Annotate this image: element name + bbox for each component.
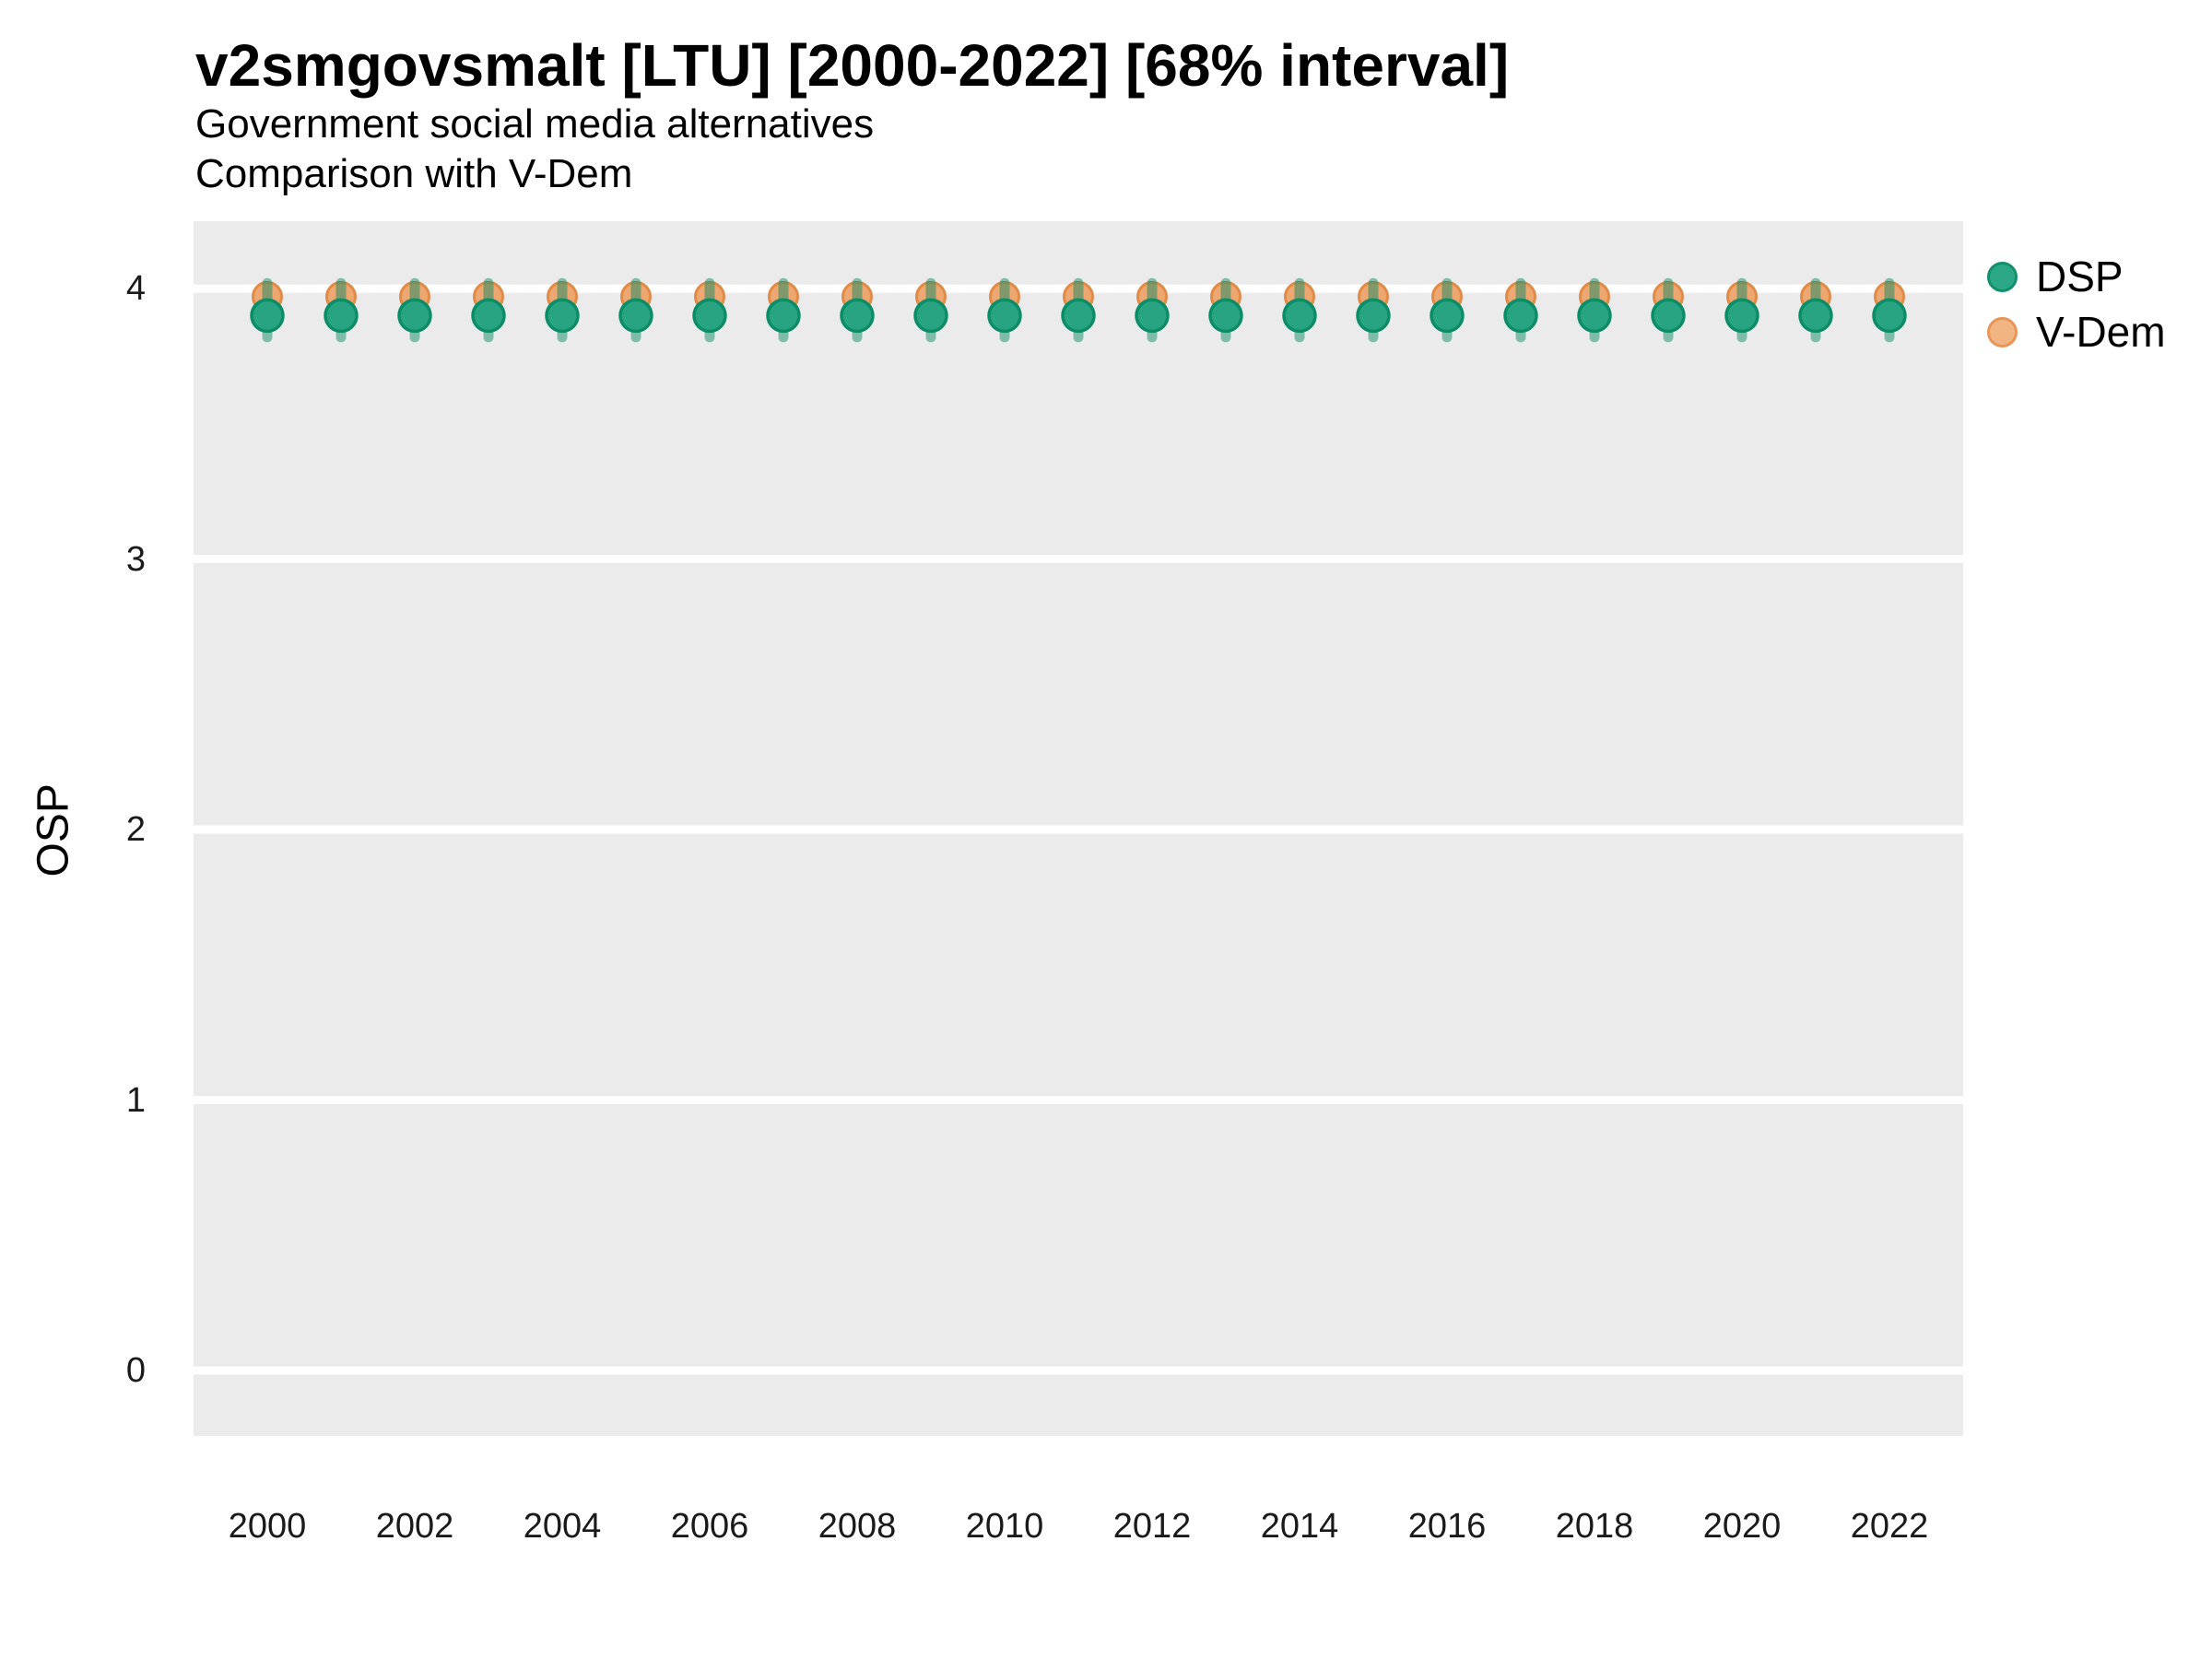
data-point-dsp-2012 bbox=[1135, 298, 1170, 334]
x-tick-label-2016: 2016 bbox=[1407, 1507, 1487, 1546]
data-point-dsp-2015 bbox=[1356, 298, 1391, 334]
legend-label-vdem: V-Dem bbox=[2036, 308, 2166, 356]
x-tick-label-2012: 2012 bbox=[1112, 1507, 1192, 1546]
x-tick-label-2000: 2000 bbox=[228, 1507, 307, 1546]
plot-panel bbox=[194, 221, 1963, 1436]
x-tick-label-2010: 2010 bbox=[965, 1507, 1044, 1546]
data-point-dsp-2004 bbox=[545, 298, 580, 334]
data-point-dsp-2003 bbox=[471, 298, 506, 334]
data-point-dsp-2008 bbox=[840, 298, 875, 334]
data-point-dsp-2016 bbox=[1430, 298, 1465, 334]
y-tick-label-1: 1 bbox=[125, 1080, 146, 1120]
data-point-dsp-2007 bbox=[766, 298, 801, 334]
x-tick-label-2004: 2004 bbox=[523, 1507, 602, 1546]
x-tick-label-2018: 2018 bbox=[1555, 1507, 1634, 1546]
data-point-dsp-2019 bbox=[1651, 298, 1686, 334]
data-point-dsp-2020 bbox=[1724, 298, 1759, 334]
plot-canvas bbox=[194, 277, 1963, 1375]
data-point-dsp-2009 bbox=[913, 298, 948, 334]
data-point-dsp-2010 bbox=[987, 298, 1022, 334]
y-tick-label-3: 3 bbox=[125, 539, 146, 579]
legend-swatch-dsp-icon bbox=[1987, 261, 2018, 292]
legend-swatch-vdem-icon bbox=[1987, 316, 2018, 347]
x-tick-label-2008: 2008 bbox=[818, 1507, 897, 1546]
data-point-dsp-2017 bbox=[1503, 298, 1538, 334]
chart-title: v2smgovsmalt [LTU] [2000-2022] [68% inte… bbox=[195, 32, 1510, 99]
x-tick-label-2014: 2014 bbox=[1260, 1507, 1339, 1546]
data-point-dsp-2011 bbox=[1061, 298, 1096, 334]
chart-subtitle-line2: Comparison with V-Dem bbox=[195, 151, 633, 196]
data-point-dsp-2006 bbox=[692, 298, 727, 334]
data-point-dsp-2022 bbox=[1872, 298, 1907, 334]
data-point-dsp-2001 bbox=[324, 298, 359, 334]
legend-item-dsp: DSP bbox=[1987, 253, 2166, 300]
data-point-dsp-2000 bbox=[250, 298, 285, 334]
data-point-dsp-2021 bbox=[1798, 298, 1833, 334]
y-tick-label-4: 4 bbox=[125, 269, 146, 309]
y-tick-label-2: 2 bbox=[125, 810, 146, 850]
legend-item-vdem: V-Dem bbox=[1987, 308, 2166, 356]
legend: DSP V-Dem bbox=[1987, 253, 2166, 356]
data-point-dsp-2002 bbox=[397, 298, 432, 334]
y-tick-label-0: 0 bbox=[125, 1350, 146, 1390]
x-tick-label-2022: 2022 bbox=[1850, 1507, 1929, 1546]
data-point-dsp-2014 bbox=[1282, 298, 1317, 334]
x-tick-label-2006: 2006 bbox=[670, 1507, 749, 1546]
chart-subtitle-line1: Government social media alternatives bbox=[195, 101, 875, 147]
x-tick-label-2002: 2002 bbox=[375, 1507, 454, 1546]
data-point-dsp-2005 bbox=[618, 298, 653, 334]
legend-label-dsp: DSP bbox=[2036, 253, 2124, 300]
x-tick-label-2020: 2020 bbox=[1702, 1507, 1782, 1546]
data-point-dsp-2018 bbox=[1577, 298, 1612, 334]
data-point-dsp-2013 bbox=[1208, 298, 1243, 334]
